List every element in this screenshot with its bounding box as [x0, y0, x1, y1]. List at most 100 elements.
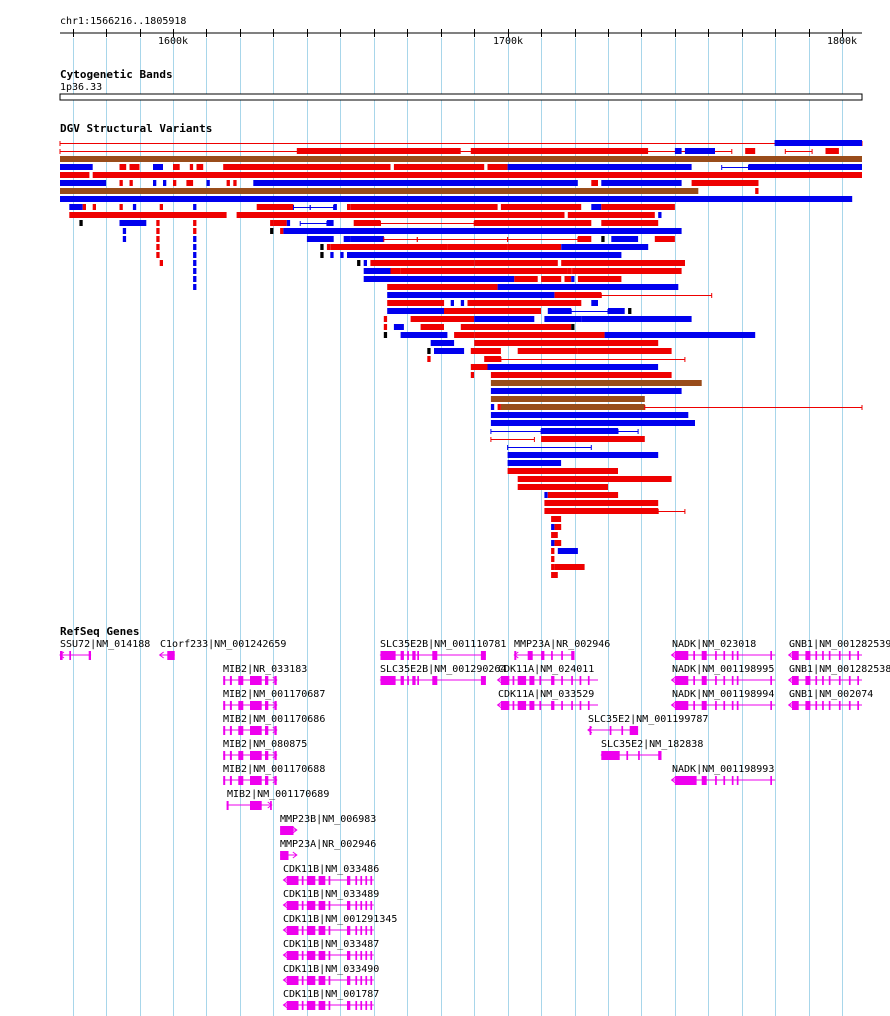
- gene-exon: [347, 926, 351, 935]
- gene-exon: [380, 676, 396, 685]
- gene-exon: [365, 876, 368, 885]
- dgv-variant: [427, 348, 431, 354]
- gene-exon: [805, 676, 811, 685]
- dgv-variant: [330, 252, 334, 258]
- dgv-variant: [286, 220, 291, 226]
- gene-exon: [609, 726, 612, 735]
- gene-exon: [539, 701, 542, 710]
- gene-exon: [301, 901, 304, 910]
- dgv-variant: [684, 148, 715, 154]
- dgv-variant: [193, 284, 197, 290]
- gene-exon: [380, 651, 396, 660]
- gene-model: SLC35E2B|NM_001290264: [379, 664, 506, 685]
- dgv-variant: [608, 308, 625, 314]
- strand-arrow-icon: [282, 976, 288, 984]
- dgv-variant: [674, 148, 682, 154]
- dgv-variant: [561, 260, 685, 266]
- dgv-variant: [507, 460, 562, 466]
- gene-exon: [674, 651, 689, 660]
- dgv-variant: [487, 316, 535, 322]
- dgv-variant: [447, 244, 508, 250]
- gene-exon: [626, 751, 629, 760]
- dgv-variant: [450, 300, 454, 306]
- gene-label: MMP23A|NR_002946: [280, 839, 376, 850]
- gene-exon: [587, 676, 590, 685]
- gene-model: C1orf233|NM_001242659: [158, 639, 286, 660]
- gene-exon: [370, 976, 373, 985]
- dgv-variant: [507, 164, 692, 170]
- dgv-variant: [206, 180, 210, 186]
- gene-exon: [770, 776, 772, 785]
- gene-label: CDK11B|NM_033486: [283, 864, 379, 875]
- dgv-variant: [484, 356, 501, 362]
- gene-exon: [265, 701, 269, 710]
- gene-exon: [736, 776, 739, 785]
- dgv-variant: [350, 204, 498, 210]
- gene-exon: [701, 651, 707, 660]
- gene-label: MIB2|NM_001170687: [223, 689, 325, 700]
- gene-exon: [250, 801, 262, 810]
- dgv-variant: [193, 204, 197, 210]
- dgv-variant: [745, 148, 756, 154]
- dgv-variant: [541, 436, 645, 442]
- dgv-variant: [500, 204, 582, 210]
- dgv-variant: [156, 220, 160, 226]
- dgv-variant: [119, 204, 123, 210]
- gene-label: SLC35E2|NM_182838: [601, 739, 703, 750]
- gene-exon: [265, 776, 269, 785]
- gene-model: CDK11B|NM_001291345: [282, 914, 397, 935]
- gene-exon: [306, 951, 316, 960]
- dgv-variant: [393, 324, 404, 330]
- gene-exon: [731, 676, 734, 685]
- ruler-tick-label: 1800k: [827, 36, 857, 47]
- gene-exon: [412, 651, 416, 660]
- gene-exon: [551, 701, 555, 710]
- gene-label: NADK|NM_001198994: [672, 689, 774, 700]
- dgv-variant: [554, 292, 602, 298]
- strand-arrow-icon: [670, 651, 676, 659]
- gene-exon: [512, 676, 515, 685]
- dgv-variant: [572, 268, 682, 274]
- gene-exon: [286, 901, 299, 910]
- gene-exon: [770, 676, 772, 685]
- gene-exon: [815, 676, 818, 685]
- dgv-variant: [387, 300, 445, 306]
- dgv-variant: [427, 356, 431, 362]
- dgv-variant: [467, 300, 582, 306]
- dgv-variant: [497, 404, 501, 410]
- gene-exon: [571, 676, 573, 685]
- gene-exon: [370, 926, 373, 935]
- gene-exon: [265, 676, 269, 685]
- position-ruler: chr1:1566216..1805918 1600k 1700k 1800k: [60, 16, 862, 47]
- gene-model: CDK11B|NM_033486: [282, 864, 379, 885]
- strand-arrow-icon: [272, 726, 278, 734]
- gene-model: NADK|NM_001198995: [670, 664, 776, 685]
- gene-label: CDK11B|NM_033490: [283, 964, 379, 975]
- gene-label: MIB2|NR_033183: [223, 664, 307, 675]
- gene-exon: [828, 651, 831, 660]
- dgv-variant: [306, 236, 334, 242]
- gene-exon: [658, 751, 662, 760]
- gene-exon: [286, 976, 299, 985]
- gene-exon: [274, 726, 277, 735]
- gene-exon: [301, 976, 304, 985]
- gene-exon: [328, 1001, 331, 1010]
- dgv-variant: [658, 212, 662, 218]
- dgv-variant: [577, 348, 672, 354]
- dgv-variant: [470, 348, 501, 354]
- gene-exon: [229, 751, 232, 760]
- gene-exon: [579, 701, 582, 710]
- gene-exon: [561, 701, 563, 710]
- gene-exon: [715, 676, 717, 685]
- gene-label: GNB1|NM_001282539: [789, 639, 890, 650]
- dgv-variant: [357, 260, 361, 266]
- dgv-variant: [567, 212, 655, 218]
- dgv-variant: [186, 180, 194, 186]
- gene-exon: [723, 701, 726, 710]
- gene-model: MIB2|NM_001170687: [223, 689, 325, 710]
- gene-exon: [223, 726, 226, 735]
- gene-exon: [347, 876, 351, 885]
- gene-exon: [723, 651, 726, 660]
- gene-exon: [587, 701, 590, 710]
- dgv-variant: [156, 236, 160, 242]
